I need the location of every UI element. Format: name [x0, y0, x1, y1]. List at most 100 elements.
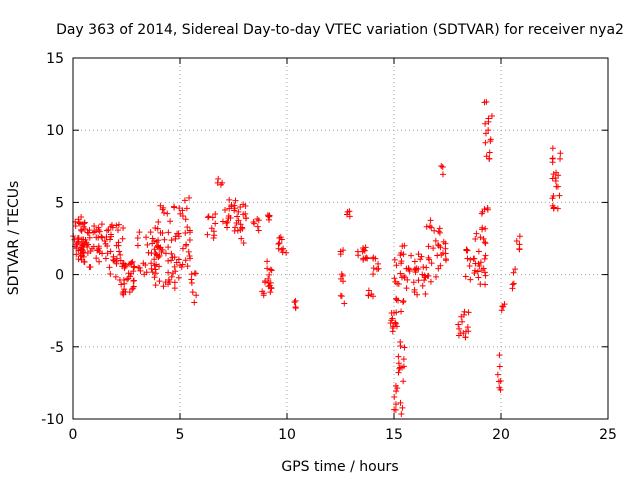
data-point — [516, 245, 523, 252]
data-point — [479, 224, 486, 231]
data-point — [556, 192, 563, 199]
data-point — [81, 259, 88, 266]
data-point — [114, 227, 121, 234]
data-point — [435, 228, 442, 235]
data-point — [439, 164, 446, 171]
data-point — [148, 260, 155, 267]
data-point — [475, 248, 482, 255]
data-point — [76, 220, 83, 227]
data-point — [77, 253, 84, 260]
data-point — [370, 271, 377, 278]
data-point — [393, 323, 400, 330]
data-point — [179, 207, 186, 214]
data-point — [175, 274, 182, 281]
data-point — [266, 271, 273, 278]
data-point — [179, 245, 186, 252]
data-point — [153, 238, 160, 245]
data-point — [472, 267, 479, 274]
y-tick-label: 15 — [46, 51, 64, 67]
data-point — [278, 236, 285, 243]
data-point — [78, 250, 85, 257]
data-point — [496, 363, 503, 370]
data-point — [510, 280, 517, 287]
data-point — [399, 404, 406, 411]
data-point — [212, 211, 219, 218]
data-point — [93, 255, 100, 262]
data-point — [391, 275, 398, 282]
data-point — [243, 215, 250, 222]
y-tick-label: 10 — [46, 123, 64, 139]
data-point — [487, 136, 494, 143]
data-point — [496, 384, 503, 391]
data-point — [130, 277, 137, 284]
data-point — [462, 273, 469, 280]
data-point — [403, 285, 410, 292]
data-point — [365, 292, 372, 299]
data-point — [480, 235, 487, 242]
data-point — [430, 245, 437, 252]
data-point — [337, 251, 344, 258]
data-point — [212, 220, 219, 227]
data-point — [481, 269, 488, 276]
data-point — [392, 382, 399, 389]
data-point — [432, 237, 439, 244]
data-point — [482, 240, 489, 247]
data-point — [433, 273, 440, 280]
data-point — [461, 308, 468, 315]
data-point — [85, 230, 92, 237]
data-point — [423, 223, 430, 230]
data-point — [427, 278, 434, 285]
data-point — [188, 276, 195, 283]
data-point — [365, 287, 372, 294]
data-point — [105, 226, 112, 233]
data-point — [186, 252, 193, 259]
data-point — [399, 299, 406, 306]
data-point — [401, 242, 408, 249]
data-point — [395, 369, 402, 376]
data-point — [474, 268, 481, 275]
data-point — [144, 241, 151, 248]
data-point — [464, 324, 471, 331]
x-tick-label: 0 — [69, 427, 78, 443]
data-point — [553, 183, 560, 190]
data-point — [234, 213, 241, 220]
data-point — [165, 244, 172, 251]
data-point — [130, 277, 137, 284]
data-point — [292, 297, 299, 304]
data-point — [225, 212, 232, 219]
data-point — [78, 244, 85, 251]
data-point — [72, 223, 79, 230]
data-point — [182, 230, 189, 237]
data-point — [466, 262, 473, 269]
data-point — [395, 280, 402, 287]
data-point — [482, 252, 489, 259]
data-point — [414, 291, 421, 298]
data-point — [361, 247, 368, 254]
data-point — [171, 204, 178, 211]
data-point — [255, 217, 262, 224]
data-point — [391, 406, 398, 413]
data-point — [393, 388, 400, 395]
data-point — [155, 218, 162, 225]
data-point — [392, 401, 399, 408]
data-point — [370, 265, 377, 272]
data-point — [165, 269, 172, 276]
data-point — [151, 237, 158, 244]
data-point — [552, 175, 559, 182]
x-tick-label: 25 — [599, 427, 617, 443]
data-point — [254, 216, 261, 223]
data-point — [264, 212, 271, 219]
data-point — [142, 262, 149, 269]
data-point — [370, 254, 377, 261]
data-point — [549, 145, 556, 152]
data-point — [172, 268, 179, 275]
data-point — [172, 235, 179, 242]
data-point — [162, 250, 169, 257]
data-point — [107, 270, 114, 277]
data-point — [165, 257, 172, 264]
data-point — [149, 269, 156, 276]
data-point — [121, 286, 128, 293]
data-point — [171, 263, 178, 270]
data-point — [291, 299, 298, 306]
data-point — [171, 285, 178, 292]
